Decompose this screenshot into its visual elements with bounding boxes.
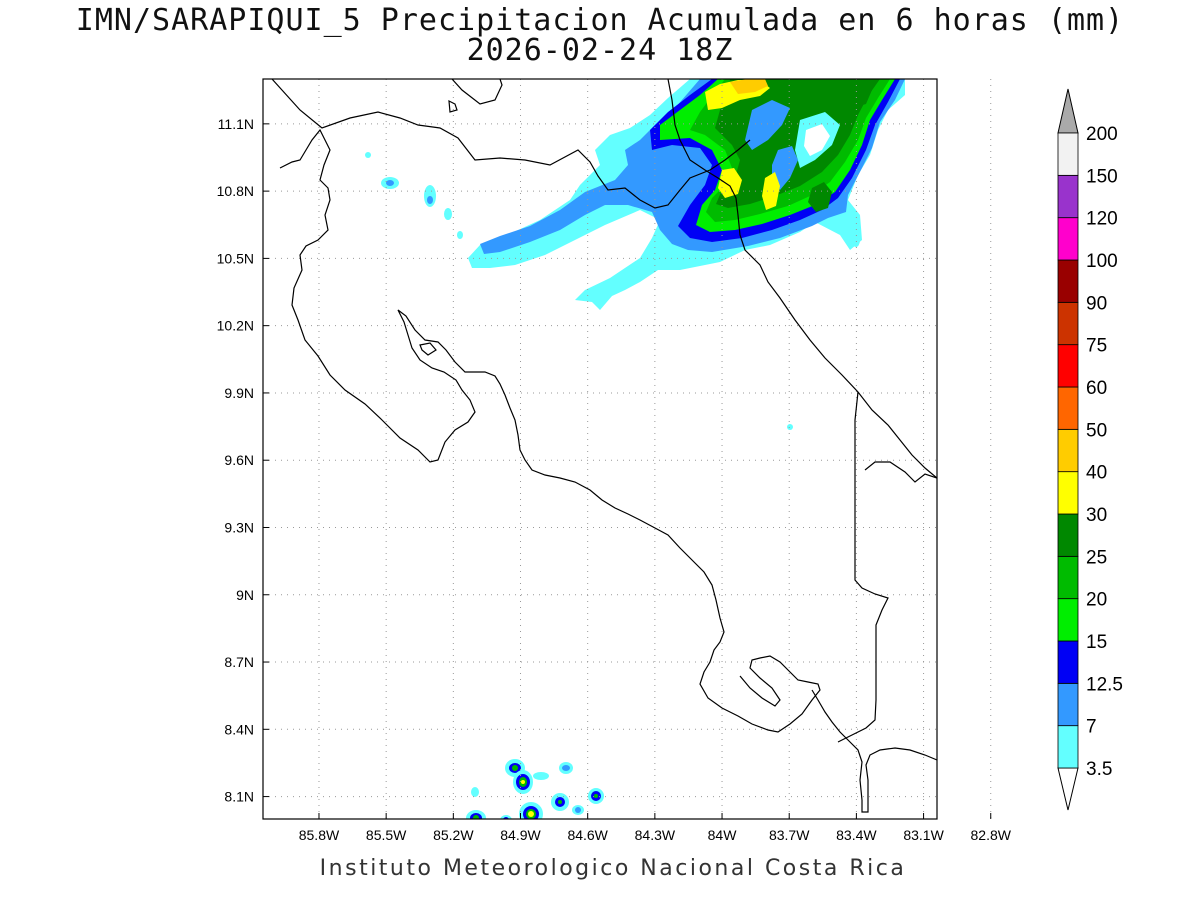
colorbar-label: 200 — [1086, 124, 1118, 145]
chart-title: IMN/SARAPIQUI_5 Precipitacion Acumulada … — [75, 3, 1125, 38]
colorbar-swatch — [1057, 640, 1079, 684]
lat-tick-label: 8.4N — [224, 721, 254, 737]
colorbar-swatch — [1057, 344, 1079, 388]
colorbar-swatch — [1057, 428, 1079, 473]
colorbar-label: 75 — [1086, 336, 1107, 357]
lat-tick-label: 9N — [236, 587, 254, 603]
colorbar-label: 150 — [1086, 166, 1118, 187]
lon-tick-label: 84.6W — [567, 827, 608, 843]
map-frame — [262, 78, 938, 820]
colorbar-label: 50 — [1086, 420, 1107, 441]
colorbar-swatch — [1057, 682, 1079, 727]
precip-gap — [772, 146, 798, 190]
colorbar-below-arrow — [1057, 767, 1079, 811]
colorbar-swatch — [1057, 217, 1079, 261]
precip-blob — [386, 180, 394, 186]
precip-south-cells — [466, 759, 604, 819]
colorbar-swatch — [1057, 259, 1079, 303]
colorbar-swatch — [1057, 174, 1079, 219]
colorbar-swatch — [1057, 386, 1079, 430]
precipitation-field — [365, 79, 905, 819]
precip-blob — [787, 424, 793, 430]
lat-tick-label: 8.1N — [224, 789, 254, 805]
lon-tick-label: 83.1W — [903, 827, 944, 843]
precip-blob — [852, 233, 860, 247]
colorbar-label: 7 — [1086, 717, 1097, 738]
colorbar-label: 25 — [1086, 547, 1107, 568]
lat-tick-label: 9.3N — [224, 519, 254, 535]
lon-tick-label: 84.9W — [500, 827, 541, 843]
colorbar-swatch — [1057, 301, 1079, 346]
lat-tick-label: 9.6N — [224, 452, 254, 468]
colorbar-label: 30 — [1086, 505, 1107, 526]
lon-tick-label: 85.5W — [366, 827, 407, 843]
colorbar-swatch — [1057, 471, 1079, 515]
precip-area-25 — [845, 84, 872, 108]
coastline-borders — [271, 79, 937, 813]
precip-area-30 — [718, 168, 742, 198]
colorbar-label: 90 — [1086, 293, 1107, 314]
lon-tick-label: 85.8W — [299, 827, 340, 843]
colorbar-swatch — [1057, 555, 1079, 600]
lat-tick-label: 10.2N — [217, 318, 254, 334]
lat-tick-label: 10.5N — [217, 250, 254, 266]
colorbar-label: 40 — [1086, 463, 1107, 484]
lon-tick-label: 82.8W — [971, 827, 1012, 843]
colorbar-label: 20 — [1086, 590, 1107, 611]
map-gridlines — [263, 79, 992, 819]
precip-gap — [804, 124, 830, 156]
lon-tick-label: 83.7W — [769, 827, 810, 843]
precip-blob — [444, 208, 452, 220]
colorbar-label: 100 — [1086, 251, 1118, 272]
colorbar-label: 15 — [1086, 632, 1107, 653]
precip-blob — [457, 231, 463, 239]
lat-tick-label: 8.7N — [224, 654, 254, 670]
colorbar-label: 3.5 — [1086, 759, 1112, 780]
precip-blob — [427, 196, 433, 204]
longitude-tick-labels: 85.8W 85.5W 85.2W 84.9W 84.6W 84.3W 84W 83.7W 83… — [299, 827, 1012, 843]
footer-institution: Instituto Meteorologico Nacional Costa R… — [319, 856, 907, 881]
lat-tick-label: 9.9N — [224, 385, 254, 401]
precip-area-40 — [730, 79, 768, 94]
colorbar-swatch — [1057, 132, 1079, 176]
lon-tick-label: 83.4W — [836, 827, 877, 843]
colorbar-label: 120 — [1086, 209, 1118, 230]
colorbar-swatch — [1057, 598, 1079, 642]
latitude-tick-labels: 8.1N 8.4N 8.7N 9N 9.3N 9.6N 9.9N 10.2N 10.5N 10.8… — [217, 116, 254, 805]
precip-area-30 — [762, 172, 780, 210]
chart-subtitle-datetime: 2026-02-24 18Z — [466, 33, 734, 68]
lat-tick-label: 11.1N — [218, 116, 254, 132]
colorbar-swatch — [1057, 513, 1079, 557]
lon-tick-label: 84W — [708, 827, 738, 843]
colorbar-label: 60 — [1086, 378, 1107, 399]
colorbar-above-arrow — [1057, 88, 1079, 134]
precip-gap — [745, 100, 790, 150]
precip-colorbar: 3.5 7 12.5 15 20 25 30 40 50 60 75 90 100 120 150 200 — [1057, 88, 1123, 811]
precip-area-25 — [808, 182, 832, 212]
lat-tick-label: 10.8N — [217, 183, 254, 199]
precip-blob — [365, 152, 371, 158]
lon-tick-label: 85.2W — [433, 827, 474, 843]
colorbar-swatch — [1057, 725, 1079, 769]
lon-tick-label: 84.3W — [635, 827, 676, 843]
colorbar-label: 12.5 — [1086, 674, 1123, 695]
